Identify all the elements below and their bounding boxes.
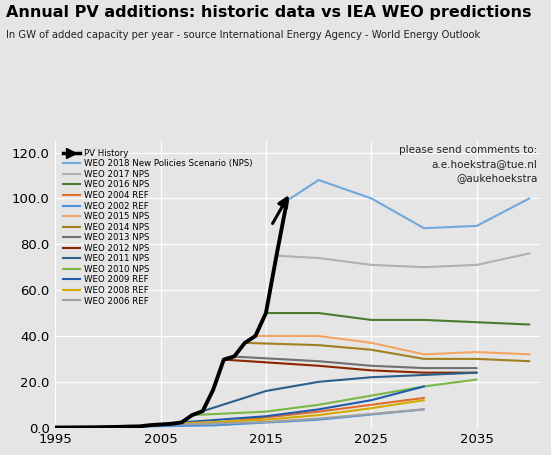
Text: In GW of added capacity per year - source International Energy Agency - World En: In GW of added capacity per year - sourc… (6, 30, 480, 40)
Text: please send comments to:
a.e.hoekstra@tue.nl
@aukehoekstra: please send comments to: a.e.hoekstra@tu… (399, 145, 538, 183)
Legend: PV History, WEO 2018 New Policies Scenario (NPS), WEO 2017 NPS, WEO 2016 NPS, WE: PV History, WEO 2018 New Policies Scenar… (60, 145, 256, 309)
Text: Annual PV additions: historic data vs IEA WEO predictions: Annual PV additions: historic data vs IE… (6, 5, 531, 20)
